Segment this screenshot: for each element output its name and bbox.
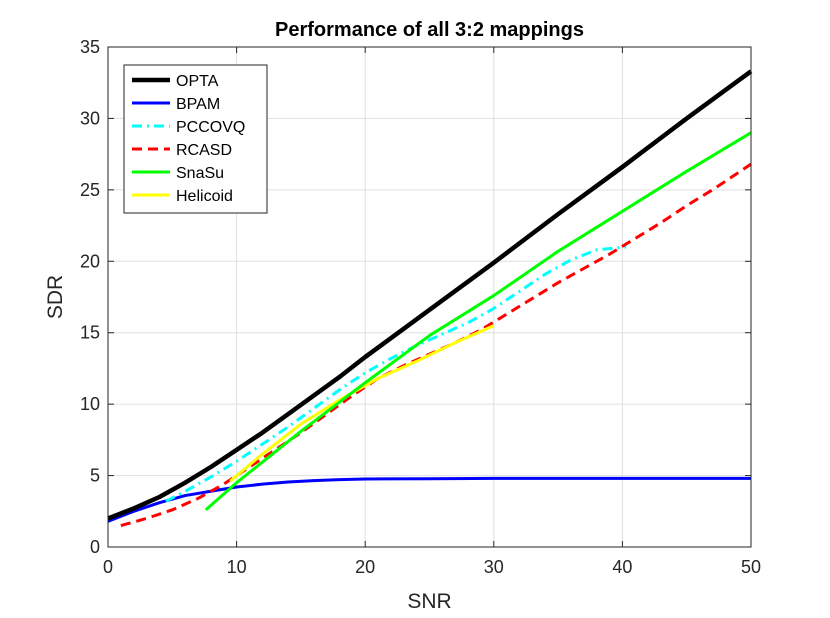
legend-label-snasu: SnaSu	[176, 165, 224, 182]
ticks	[107, 46, 752, 548]
y-tick-label: 0	[90, 537, 100, 557]
x-tick-label: 20	[355, 557, 375, 577]
legend-label-rcasd: RCASD	[176, 142, 232, 159]
y-tick-label: 15	[80, 323, 100, 343]
legend-box	[123, 64, 268, 214]
series-line-opta	[107, 69, 753, 521]
legend: OPTA BPAM PCCOVQ RCASD SnaSu Helicoid	[123, 64, 268, 214]
plot-frame	[107, 46, 752, 548]
legend-label-opta: OPTA	[176, 73, 219, 90]
y-axis-label: SDR	[44, 275, 67, 319]
x-tick-label: 0	[103, 557, 113, 577]
legend-label-helicoid: Helicoid	[176, 188, 233, 205]
x-axis-label: SNR	[407, 590, 451, 613]
x-tick-label: 30	[484, 557, 504, 577]
tick-labels: 0 10 20 30 40 50 0 5 10 15 20 25 30 35	[80, 37, 761, 577]
series-line-snasu	[204, 131, 752, 511]
y-tick-label: 35	[80, 37, 100, 57]
x-tick-label: 40	[612, 557, 632, 577]
series-layer	[107, 69, 753, 528]
y-tick-label: 10	[80, 394, 100, 414]
y-tick-label: 25	[80, 180, 100, 200]
y-tick-label: 20	[80, 251, 100, 271]
series-line-bpam	[107, 476, 751, 523]
y-tick-label: 5	[90, 466, 100, 486]
chart-title: Performance of all 3:2 mappings	[275, 19, 584, 41]
x-tick-label: 50	[741, 557, 761, 577]
legend-label-bpam: BPAM	[176, 96, 220, 113]
series-line-pccovq	[165, 245, 627, 503]
x-tick-label: 10	[227, 557, 247, 577]
y-tick-label: 30	[80, 108, 100, 128]
legend-label-pccovq: PCCOVQ	[176, 119, 245, 136]
